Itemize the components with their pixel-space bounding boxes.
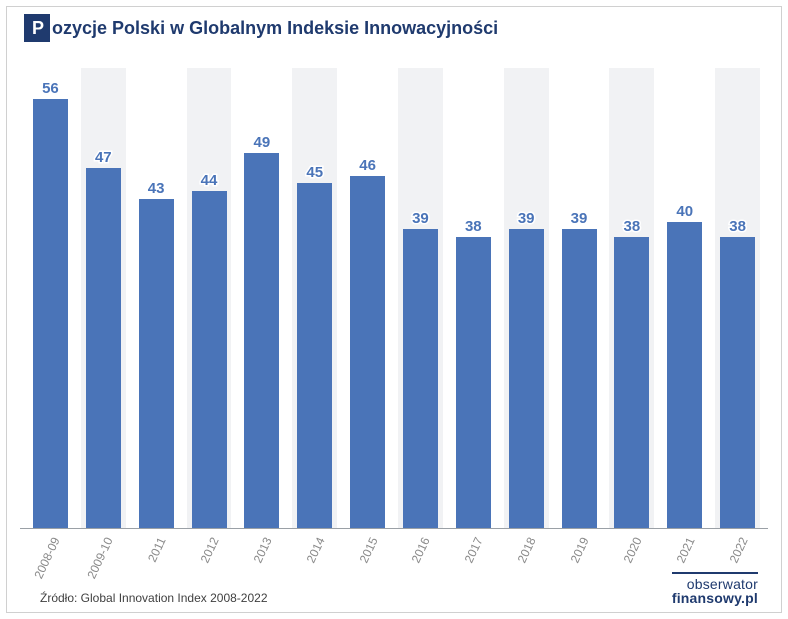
source-text: Źródło: Global Innovation Index 2008-202… xyxy=(40,591,268,605)
bar-slot: 402021 xyxy=(662,68,707,529)
bar-slot: 462015 xyxy=(345,68,390,529)
bar-slot: 392019 xyxy=(557,68,602,529)
bar-slot: 452014 xyxy=(292,68,337,529)
bar: 38 xyxy=(456,237,491,529)
bar: 38 xyxy=(720,237,755,529)
chart-footer: Źródło: Global Innovation Index 2008-202… xyxy=(40,572,758,605)
bar-value-label: 46 xyxy=(359,157,376,174)
bar-slot: 562008-09 xyxy=(28,68,73,529)
chart-title: P ozycje Polski w Globalnym Indeksie Inn… xyxy=(24,14,508,42)
x-axis-line xyxy=(20,528,768,529)
bar-slot: 472009-10 xyxy=(81,68,126,529)
bar-slot: 382017 xyxy=(451,68,496,529)
bar: 39 xyxy=(403,229,438,529)
bar-value-label: 43 xyxy=(148,180,165,197)
bar-value-label: 38 xyxy=(624,218,641,235)
bar-slot: 432011 xyxy=(134,68,179,529)
bar-value-label: 39 xyxy=(412,210,429,227)
title-first-letter: P xyxy=(24,14,50,42)
bar: 39 xyxy=(509,229,544,529)
bar-value-label: 49 xyxy=(254,134,271,151)
bar-slot: 392018 xyxy=(504,68,549,529)
bar-value-label: 40 xyxy=(676,203,693,220)
bar: 45 xyxy=(297,183,332,529)
bar-value-label: 44 xyxy=(201,172,218,189)
bar: 43 xyxy=(139,199,174,529)
bar: 38 xyxy=(614,237,649,529)
bar-value-label: 45 xyxy=(306,164,323,181)
bar: 56 xyxy=(33,99,68,529)
bar: 46 xyxy=(350,176,385,529)
bar-slot: 442012 xyxy=(187,68,232,529)
bar-value-label: 47 xyxy=(95,149,112,166)
brand-logo: obserwator finansowy.pl xyxy=(672,572,758,605)
bar-value-label: 39 xyxy=(518,210,535,227)
bar: 40 xyxy=(667,222,702,529)
bar: 49 xyxy=(244,153,279,529)
brand-bottom: finansowy.pl xyxy=(672,591,758,605)
brand-top: obserwator xyxy=(672,577,758,591)
bar-value-label: 56 xyxy=(42,80,59,97)
bar-value-label: 38 xyxy=(729,218,746,235)
bar-slot: 392016 xyxy=(398,68,443,529)
bar-slot: 382020 xyxy=(609,68,654,529)
bar-slot: 492013 xyxy=(239,68,284,529)
bar-value-label: 38 xyxy=(465,218,482,235)
bar: 47 xyxy=(86,168,121,529)
bar-value-label: 39 xyxy=(571,210,588,227)
bar: 44 xyxy=(192,191,227,529)
bar-slot: 382022 xyxy=(715,68,760,529)
title-rest: ozycje Polski w Globalnym Indeksie Innow… xyxy=(50,14,508,42)
bar: 39 xyxy=(562,229,597,529)
bar-chart: 562008-09472009-104320114420124920134520… xyxy=(24,60,764,529)
